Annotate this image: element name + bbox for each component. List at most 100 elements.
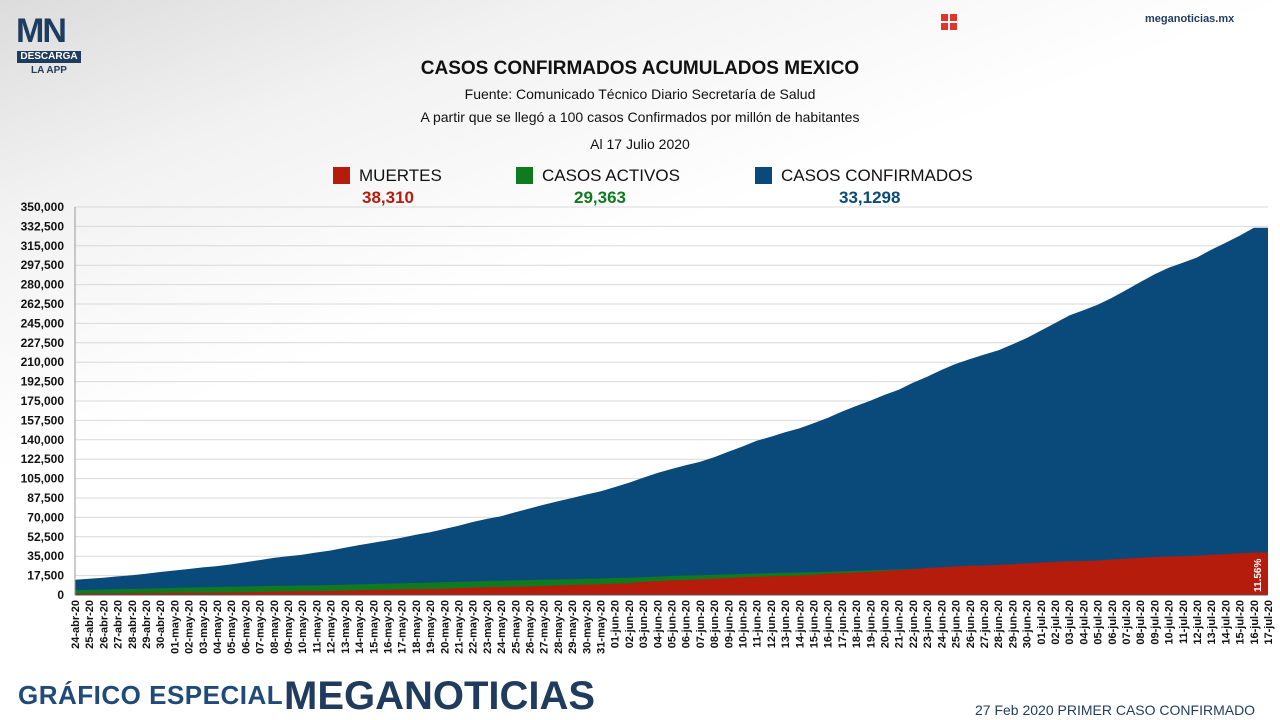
x-tick-label: 18-may-20 bbox=[411, 600, 423, 654]
legend-label-confirmados: CASOS CONFIRMADOS bbox=[781, 166, 973, 185]
x-tick-label: 04-jul-20 bbox=[1078, 600, 1090, 645]
x-tick-label: 19-jun-20 bbox=[865, 600, 877, 648]
x-tick-label: 12-jul-20 bbox=[1192, 600, 1204, 645]
y-tick-label: 280,000 bbox=[21, 278, 65, 292]
legend-value-confirmados: 33,1298 bbox=[839, 188, 901, 207]
legend-value-activos: 29,363 bbox=[574, 188, 626, 207]
x-tick-label: 25-jun-20 bbox=[951, 600, 963, 648]
x-tick-label: 11-may-20 bbox=[311, 600, 323, 653]
x-tick-label: 26-abr-20 bbox=[98, 600, 110, 649]
chart-note: A partir que se llegó a 100 casos Confir… bbox=[420, 109, 860, 125]
x-tick-label: 29-abr-20 bbox=[141, 600, 153, 649]
x-tick-label: 05-jun-20 bbox=[667, 600, 679, 648]
logo-la-app[interactable]: LA APP bbox=[31, 65, 67, 76]
x-tick-label: 27-jun-20 bbox=[979, 600, 991, 648]
x-tick-label: 24-jun-20 bbox=[936, 600, 948, 648]
x-tick-label: 06-jun-20 bbox=[681, 600, 693, 648]
legend-label-activos: CASOS ACTIVOS bbox=[542, 166, 680, 185]
x-tick-label: 01-jun-20 bbox=[610, 600, 622, 648]
x-tick-label: 30-may-20 bbox=[581, 600, 593, 654]
footer-brand-logo: MEGANOTICIAS bbox=[284, 674, 596, 718]
logo-descarga[interactable]: DESCARGA bbox=[17, 51, 81, 63]
x-tick-label: 14-jul-20 bbox=[1220, 600, 1232, 645]
y-tick-label: 35,000 bbox=[27, 549, 64, 563]
x-tick-label: 22-may-20 bbox=[468, 600, 480, 654]
x-tick-label: 10-may-20 bbox=[297, 600, 309, 654]
x-tick-label: 30-abr-20 bbox=[155, 600, 167, 649]
x-tick-label: 22-jun-20 bbox=[908, 600, 920, 648]
x-tick-label: 28-jun-20 bbox=[993, 600, 1005, 648]
site-link[interactable]: meganoticias.mx bbox=[1145, 13, 1235, 25]
x-tick-label: 06-jul-20 bbox=[1107, 600, 1119, 645]
x-tick-label: 05-jul-20 bbox=[1093, 600, 1105, 645]
y-tick-label: 297,500 bbox=[21, 258, 65, 272]
x-tick-label: 17-may-20 bbox=[397, 600, 409, 654]
y-tick-label: 157,500 bbox=[21, 413, 65, 427]
x-tick-label: 03-jul-20 bbox=[1064, 600, 1076, 645]
x-tick-label: 16-jun-20 bbox=[823, 600, 835, 648]
x-tick-label: 27-may-20 bbox=[539, 600, 551, 654]
x-tick-label: 19-may-20 bbox=[425, 600, 437, 654]
y-tick-label: 315,000 bbox=[21, 239, 65, 253]
x-tick-label: 09-jun-20 bbox=[723, 600, 735, 648]
x-tick-label: 18-jun-20 bbox=[851, 600, 863, 648]
x-tick-label: 06-may-20 bbox=[240, 600, 252, 654]
x-tick-label: 03-jun-20 bbox=[638, 600, 650, 648]
x-tick-label: 16-may-20 bbox=[383, 600, 395, 654]
x-tick-label: 03-may-20 bbox=[198, 600, 210, 654]
x-tick-label: 24-abr-20 bbox=[70, 600, 82, 649]
x-tick-label: 11-jul-20 bbox=[1178, 600, 1190, 644]
x-tick-label: 31-may-20 bbox=[596, 600, 608, 654]
y-tick-label: 122,500 bbox=[21, 452, 65, 466]
x-tick-label: 25-abr-20 bbox=[84, 600, 96, 649]
x-tick-label: 17-jul-20 bbox=[1263, 600, 1275, 645]
x-tick-label: 30-jun-20 bbox=[1022, 600, 1034, 648]
x-tick-label: 09-jul-20 bbox=[1149, 600, 1161, 645]
x-tick-label: 14-may-20 bbox=[354, 600, 366, 654]
legend-swatch-confirmados bbox=[755, 167, 772, 184]
x-tick-label: 25-may-20 bbox=[510, 600, 522, 654]
grid-icon[interactable] bbox=[940, 13, 958, 31]
x-tick-label: 28-may-20 bbox=[553, 600, 565, 654]
x-tick-label: 16-jul-20 bbox=[1249, 600, 1261, 645]
y-tick-label: 332,500 bbox=[21, 219, 65, 233]
x-tick-label: 13-jun-20 bbox=[780, 600, 792, 648]
x-tick-label: 10-jul-20 bbox=[1164, 600, 1176, 645]
x-tick-label: 12-jun-20 bbox=[766, 600, 778, 648]
y-tick-label: 17,500 bbox=[27, 569, 64, 583]
x-tick-label: 12-may-20 bbox=[326, 600, 338, 654]
x-tick-label: 08-jun-20 bbox=[709, 600, 721, 648]
y-tick-label: 105,000 bbox=[21, 472, 65, 486]
x-tick-label: 01-may-20 bbox=[169, 600, 181, 654]
x-tick-label: 23-may-20 bbox=[482, 600, 494, 654]
y-tick-label: 52,500 bbox=[27, 530, 64, 544]
x-tick-label: 02-jun-20 bbox=[624, 600, 636, 648]
x-tick-label: 21-jun-20 bbox=[894, 600, 906, 648]
footer-label: GRÁFICO ESPECIAL bbox=[18, 680, 284, 710]
x-tick-label: 05-may-20 bbox=[226, 600, 238, 654]
x-tick-label: 04-jun-20 bbox=[652, 600, 664, 648]
x-tick-label: 02-jul-20 bbox=[1050, 600, 1062, 645]
legend-swatch-muertes bbox=[333, 167, 350, 184]
x-tick-label: 01-jul-20 bbox=[1036, 600, 1048, 645]
x-tick-label: 24-may-20 bbox=[496, 600, 508, 654]
x-tick-label: 11-jun-20 bbox=[752, 600, 764, 648]
x-tick-label: 08-jul-20 bbox=[1135, 600, 1147, 645]
x-tick-label: 10-jun-20 bbox=[738, 600, 750, 648]
x-tick-label: 15-may-20 bbox=[368, 600, 380, 654]
x-tick-label: 17-jun-20 bbox=[837, 600, 849, 648]
x-tick-label: 13-may-20 bbox=[340, 600, 352, 654]
area-muertes bbox=[75, 552, 1268, 595]
x-tick-label: 02-may-20 bbox=[184, 600, 196, 654]
y-tick-label: 210,000 bbox=[21, 355, 65, 369]
logo-mn[interactable]: MN bbox=[16, 12, 67, 50]
legend-label-muertes: MUERTES bbox=[359, 166, 442, 185]
y-tick-label: 87,500 bbox=[27, 491, 64, 505]
x-tick-label: 14-jun-20 bbox=[794, 600, 806, 648]
x-tick-label: 15-jul-20 bbox=[1235, 600, 1247, 645]
x-tick-label: 26-may-20 bbox=[525, 600, 537, 654]
y-tick-label: 262,500 bbox=[21, 297, 65, 311]
footer-note: 27 Feb 2020 PRIMER CASO CONFIRMADO bbox=[975, 702, 1256, 718]
x-tick-label: 15-jun-20 bbox=[809, 600, 821, 648]
y-tick-label: 192,500 bbox=[21, 375, 65, 389]
